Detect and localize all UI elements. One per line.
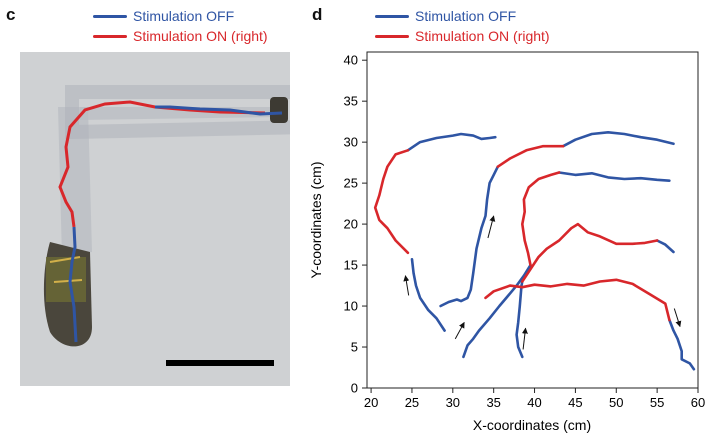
x-tick-label: 55 — [650, 395, 664, 410]
direction-arrow — [673, 308, 682, 328]
x-tick-label: 35 — [486, 395, 500, 410]
y-tick-label: 35 — [344, 94, 358, 109]
x-tick-label: 30 — [446, 395, 460, 410]
y-tick-label: 5 — [351, 340, 358, 355]
y-axis-label: Y-coordinates (cm) — [308, 162, 324, 279]
legend-item-on: Stimulation ON (right) — [375, 26, 550, 46]
x-axis-label: X-coordinates (cm) — [473, 417, 591, 433]
legend-label-on: Stimulation ON (right) — [415, 28, 550, 44]
direction-arrow — [487, 215, 496, 239]
trajectory-on — [373, 149, 410, 255]
trajectory-on — [484, 278, 671, 322]
trajectory-off — [439, 165, 500, 308]
y-tick-label: 0 — [351, 381, 358, 396]
trajectory-off — [515, 280, 524, 359]
axis-ticks: 20 25 30 35 40 45 50 55 60 0 5 10 15 20 25 30 35 40 — [344, 53, 706, 410]
legend-c: Stimulation OFF Stimulation ON (right) — [93, 6, 268, 46]
legend-d: Stimulation OFF Stimulation ON (right) — [375, 6, 550, 46]
y-tick-label: 10 — [344, 299, 358, 314]
robot-trajectory-photo — [20, 52, 317, 386]
x-tick-label: 40 — [527, 395, 541, 410]
legend-line-on — [375, 34, 409, 38]
direction-arrow — [454, 321, 465, 340]
panel-label-d: d — [312, 5, 323, 24]
y-tick-label: 15 — [344, 258, 358, 273]
legend-line-off — [93, 14, 127, 18]
legend-label-off: Stimulation OFF — [133, 8, 235, 24]
y-tick-label: 20 — [344, 217, 358, 232]
x-tick-label: 45 — [568, 395, 582, 410]
trajectory-off — [668, 318, 696, 371]
x-tick-label: 60 — [691, 395, 705, 410]
y-tick-label: 40 — [344, 53, 358, 68]
legend-line-on — [93, 34, 127, 38]
legend-label-off: Stimulation OFF — [415, 8, 517, 24]
trajectory-on — [496, 144, 565, 168]
photo-trajectory-off — [68, 105, 283, 343]
series-group — [373, 131, 696, 371]
legend-label-on: Stimulation ON (right) — [133, 28, 268, 44]
photo-illustration — [20, 52, 317, 386]
arrows-group — [403, 215, 682, 350]
legend-item-on: Stimulation ON (right) — [93, 26, 268, 46]
trajectory-on — [521, 222, 659, 283]
photo-trajectory-on — [58, 100, 266, 228]
legend-item-off: Stimulation OFF — [93, 6, 268, 26]
y-tick-label: 25 — [344, 176, 358, 191]
robot-head-top — [270, 97, 288, 123]
x-tick-label: 25 — [405, 395, 419, 410]
x-tick-label: 20 — [364, 395, 378, 410]
trajectory-off — [561, 131, 675, 148]
trajectory-off — [655, 239, 675, 254]
panel-label-c: c — [6, 5, 16, 24]
direction-arrow — [521, 327, 528, 350]
trajectory-off — [462, 263, 532, 359]
plot-frame — [366, 51, 699, 389]
x-tick-label: 50 — [609, 395, 623, 410]
legend-item-off: Stimulation OFF — [375, 6, 550, 26]
trajectory-off — [410, 258, 446, 332]
trajectory-off — [406, 132, 497, 152]
direction-arrow — [403, 275, 410, 296]
legend-line-off — [375, 14, 409, 18]
robot-wires — [49, 256, 83, 283]
trajectory-on — [521, 171, 561, 267]
scale-bar — [166, 360, 274, 366]
y-tick-label: 30 — [344, 135, 358, 150]
trajectory-off — [557, 171, 671, 182]
